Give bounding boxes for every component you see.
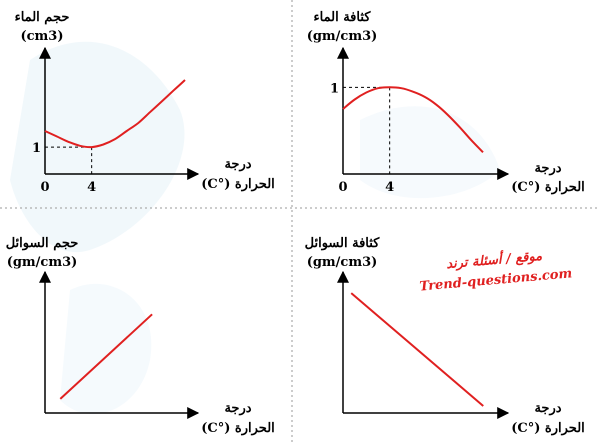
y-tick-label: 1 [32, 141, 41, 156]
watermark-line1: موقع / أسئلة ترند [445, 246, 542, 272]
x-tick-label: 0 [338, 180, 347, 195]
xlabel-line1: درجة [534, 401, 561, 416]
xlabel-line1: درجة [224, 401, 251, 416]
watermark-line2: Trend-questions.com [419, 266, 573, 294]
unit-label: (gm/cm3) [7, 255, 78, 270]
xlabel-line2: الحرارة (°C) [511, 421, 585, 436]
unit-label: (gm/cm3) [307, 29, 378, 44]
xlabel-line2: الحرارة (°C) [511, 180, 585, 195]
panel-liquids-volume: حجم السوائل (gm/cm3) درجة الحرارة (°C) [6, 236, 275, 436]
xlabel-line2: الحرارة (°C) [201, 421, 275, 436]
xlabel-line2: الحرارة (°C) [201, 177, 275, 192]
x-tick-label: 4 [87, 180, 96, 195]
x-tick-label: 4 [385, 180, 394, 195]
series-line [59, 313, 153, 400]
panel-liquids-density: كثافة السوائل (gm/cm3) درجة الحرارة (°C) [305, 236, 585, 436]
series-line [342, 86, 484, 153]
unit-label: (cm3) [20, 29, 63, 44]
ylabel: حجم السوائل [6, 236, 79, 251]
watermark: موقع / أسئلة ترند Trend-questions.com [419, 246, 573, 295]
xlabel-line1: درجة [534, 161, 561, 176]
panel-water-density: كثافة الماء (gm/cm3) 0 4 1 درجة الحرارة … [307, 10, 585, 195]
panel-water-volume: حجم الماء (cm3) 0 4 1 درجة الحرارة (°C) [15, 10, 275, 195]
ylabel: كثافة السوائل [305, 236, 381, 251]
x-tick-label: 0 [40, 180, 49, 195]
ylabel: حجم الماء [15, 10, 70, 25]
ylabel: كثافة الماء [314, 10, 372, 25]
xlabel-line1: درجة [224, 157, 251, 172]
series-line [44, 79, 186, 149]
series-line [350, 292, 484, 407]
unit-label: (gm/cm3) [307, 255, 378, 270]
y-tick-label: 1 [330, 81, 339, 96]
